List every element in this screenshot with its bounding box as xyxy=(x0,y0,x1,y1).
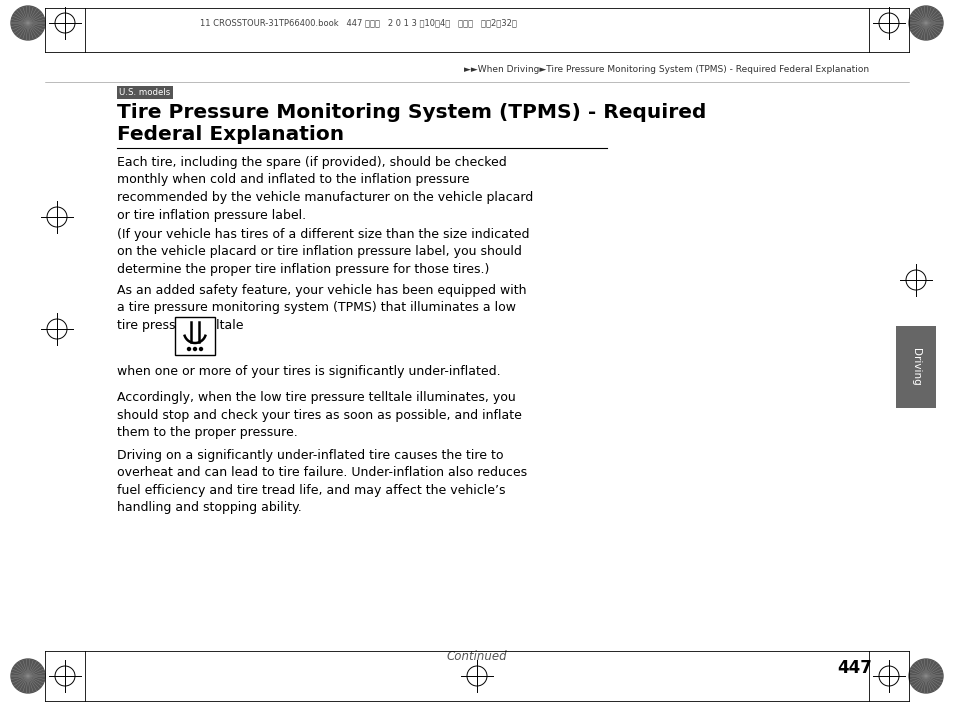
Text: Driving on a significantly under-inflated tire causes the tire to
overheat and c: Driving on a significantly under-inflate… xyxy=(117,449,527,515)
Bar xyxy=(895,326,935,408)
Text: Tire Pressure Monitoring System (TPMS) - Required: Tire Pressure Monitoring System (TPMS) -… xyxy=(117,103,705,122)
Text: 447: 447 xyxy=(837,659,872,677)
Text: Each tire, including the spare (if provided), should be checked
monthly when col: Each tire, including the spare (if provi… xyxy=(117,156,533,221)
Circle shape xyxy=(11,659,45,693)
Text: 11 CROSSTOUR-31TP66400.book   447 ページ   2 0 1 3 年10月4日   金曜日   午後2時32分: 11 CROSSTOUR-31TP66400.book 447 ページ 2 0 … xyxy=(200,19,517,27)
Circle shape xyxy=(193,348,196,350)
Circle shape xyxy=(908,6,942,40)
Text: Federal Explanation: Federal Explanation xyxy=(117,125,344,144)
Text: As an added safety feature, your vehicle has been equipped with
a tire pressure : As an added safety feature, your vehicle… xyxy=(117,284,526,332)
Text: U.S. models: U.S. models xyxy=(119,88,171,97)
Circle shape xyxy=(188,348,191,350)
Text: when one or more of your tires is significantly under-inflated.: when one or more of your tires is signif… xyxy=(117,365,500,378)
Text: Accordingly, when the low tire pressure telltale illuminates, you
should stop an: Accordingly, when the low tire pressure … xyxy=(117,391,521,439)
Circle shape xyxy=(199,348,202,350)
Text: (If your vehicle has tires of a different size than the size indicated
on the ve: (If your vehicle has tires of a differen… xyxy=(117,228,529,276)
Text: Driving: Driving xyxy=(910,348,920,386)
Circle shape xyxy=(11,6,45,40)
Text: ►►When Driving►Tire Pressure Monitoring System (TPMS) - Required Federal Explana: ►►When Driving►Tire Pressure Monitoring … xyxy=(463,65,868,75)
Bar xyxy=(174,317,214,355)
Circle shape xyxy=(908,659,942,693)
Bar xyxy=(117,86,172,99)
Text: Continued: Continued xyxy=(446,650,507,663)
